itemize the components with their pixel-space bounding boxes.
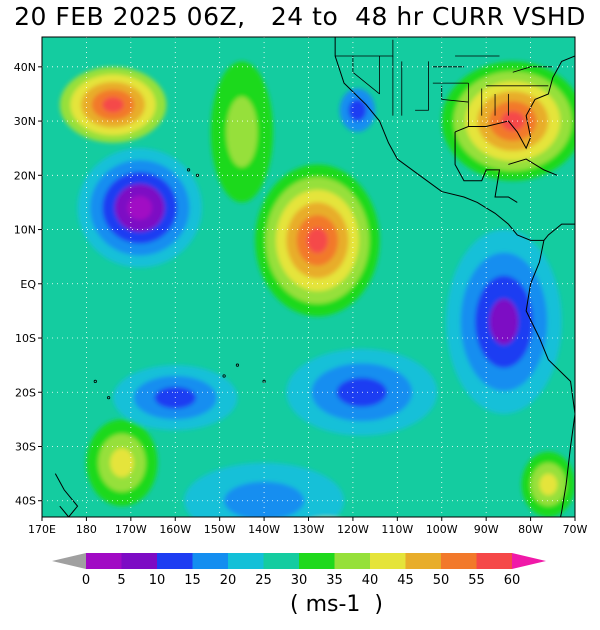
colorbar-label: 40 bbox=[362, 573, 379, 588]
state-boundary bbox=[415, 61, 429, 111]
lon-label: 100W bbox=[426, 523, 458, 536]
coastlines bbox=[54, 37, 575, 517]
colorbar-label: 30 bbox=[291, 573, 308, 588]
state-boundary bbox=[512, 66, 553, 73]
colorbar-label: 5 bbox=[117, 573, 125, 588]
lat-label: 10S bbox=[15, 332, 36, 345]
shear-contour bbox=[110, 448, 134, 478]
colorbar-label: 25 bbox=[255, 573, 272, 588]
colorbar-label: 60 bbox=[504, 573, 521, 588]
lon-label: 170W bbox=[115, 523, 147, 536]
lat-label: EQ bbox=[20, 278, 36, 291]
lon-label: 90W bbox=[474, 523, 499, 536]
lat-label: 40S bbox=[15, 495, 36, 508]
shear-contour bbox=[226, 96, 258, 168]
coastline bbox=[543, 223, 575, 241]
island bbox=[93, 379, 97, 384]
axis-labels: 40N 30N 20N 10N EQ 10S 20S 30S 40S 170E 180 170W 160… bbox=[14, 61, 588, 536]
shear-contour bbox=[336, 377, 387, 407]
coastline bbox=[334, 37, 575, 517]
shear-contour bbox=[102, 97, 124, 113]
island bbox=[195, 173, 200, 177]
colorbar-label: 0 bbox=[82, 573, 90, 588]
colorbar-swatch bbox=[192, 553, 228, 569]
coastline bbox=[508, 158, 558, 176]
lon-label: 180 bbox=[76, 523, 97, 536]
colorbar-label: 55 bbox=[468, 573, 485, 588]
colorbar-over-arrow bbox=[512, 553, 546, 569]
colorbar-label: 45 bbox=[397, 573, 414, 588]
colorbar-swatch bbox=[121, 553, 157, 569]
units-label: ( ms-1 ) bbox=[290, 592, 383, 617]
colorbar-swatch bbox=[405, 553, 441, 569]
colorbar-swatch bbox=[476, 553, 512, 569]
lon-label: 70W bbox=[563, 523, 588, 536]
colorbar-swatch bbox=[157, 553, 193, 569]
island bbox=[186, 168, 191, 172]
colorbar: 0 5 10 15 20 25 30 35 40 45 50 55 60 bbox=[52, 553, 546, 588]
lat-label: 30S bbox=[15, 440, 36, 453]
colorbar-label: 35 bbox=[326, 573, 343, 588]
colorbar-under-arrow bbox=[52, 553, 86, 569]
lat-label: 20S bbox=[15, 386, 36, 399]
colorbar-swatch bbox=[228, 553, 264, 569]
state-boundary bbox=[441, 85, 469, 103]
colorbar-swatch bbox=[263, 553, 299, 569]
colorbar-swatch bbox=[370, 553, 406, 569]
coastline bbox=[54, 473, 79, 517]
island bbox=[107, 396, 111, 400]
lon-label: 150W bbox=[204, 523, 236, 536]
colorbar-swatch bbox=[441, 553, 477, 569]
lat-label: 30N bbox=[14, 115, 36, 128]
colorbar-swatch bbox=[299, 553, 335, 569]
shear-contour bbox=[489, 298, 519, 345]
lon-label: 80W bbox=[518, 523, 543, 536]
graticule bbox=[42, 37, 575, 517]
colorbar-label: 15 bbox=[184, 573, 201, 588]
colorbar-swatch bbox=[334, 553, 370, 569]
shear-field bbox=[42, 37, 575, 517]
lat-label: 40N bbox=[14, 61, 36, 74]
lon-label: 170E bbox=[28, 523, 56, 536]
shear-contour bbox=[539, 473, 558, 496]
shear-contour bbox=[224, 481, 305, 517]
lat-label: 20N bbox=[14, 169, 36, 182]
island bbox=[222, 374, 226, 378]
colorbar-label: 50 bbox=[433, 573, 450, 588]
lon-label: 110W bbox=[381, 523, 413, 536]
coastline bbox=[454, 131, 518, 203]
shear-contour bbox=[348, 99, 367, 122]
shear-contour bbox=[127, 195, 153, 220]
lon-label: 160W bbox=[159, 523, 191, 536]
lon-label: 140W bbox=[248, 523, 280, 536]
shear-contour bbox=[307, 227, 328, 254]
colorbar-swatch bbox=[86, 553, 122, 569]
lon-label: 120W bbox=[337, 523, 369, 536]
lon-label: 130W bbox=[293, 523, 325, 536]
island bbox=[235, 363, 240, 367]
lat-label: 10N bbox=[14, 224, 36, 237]
colorbar-label: 10 bbox=[149, 573, 166, 588]
colorbar-label: 20 bbox=[220, 573, 237, 588]
map-title: 20 FEB 2025 06Z, 24 to 48 hr CURR VSHD bbox=[14, 2, 586, 31]
